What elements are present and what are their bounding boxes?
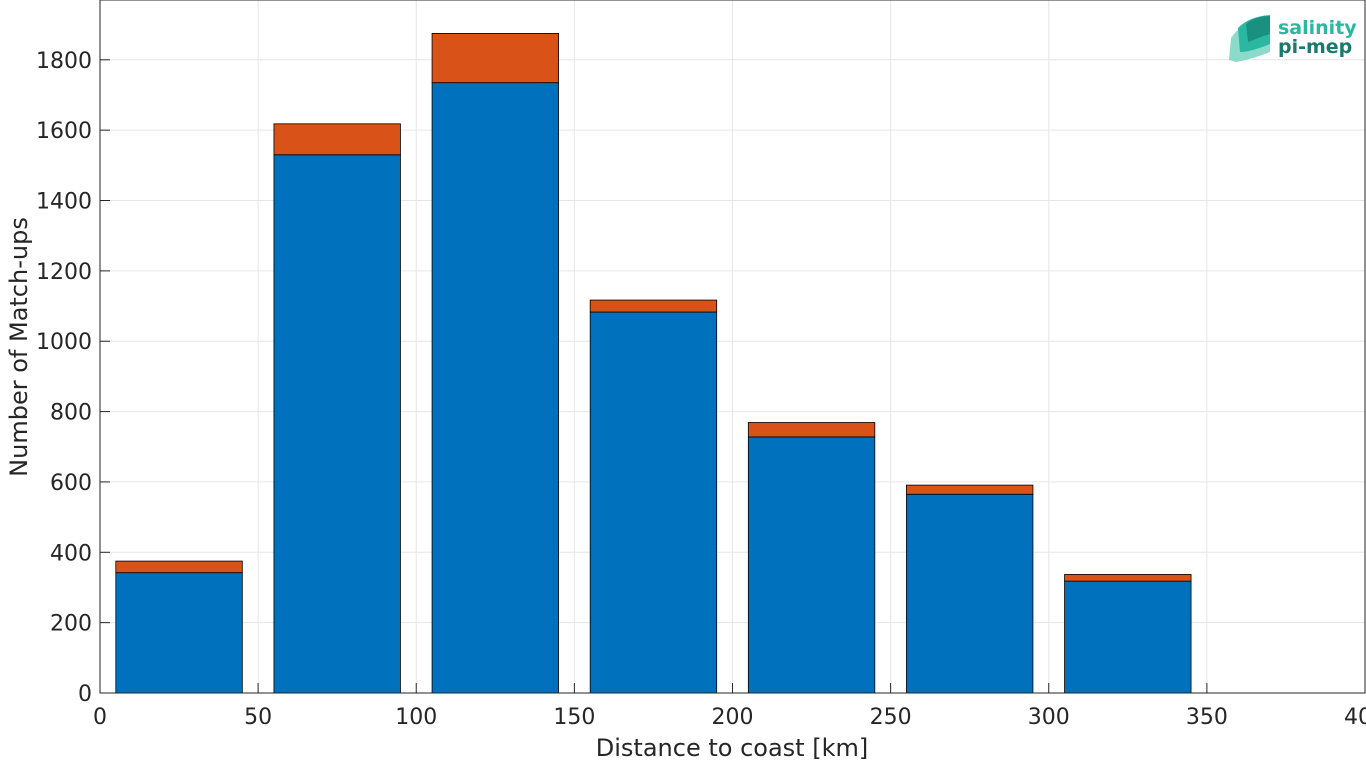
y-tick-label: 1400 — [36, 190, 92, 215]
bars — [115, 33, 1192, 694]
bar-series-1-bin-4 — [589, 311, 718, 694]
y-tick-label: 0 — [78, 682, 92, 707]
bar-series-1-bin-1 — [115, 572, 243, 694]
x-tick-label: 200 — [712, 705, 754, 730]
bar-series-2-bin-3 — [431, 33, 559, 84]
bar-series-1-bin-7 — [1064, 580, 1192, 694]
y-axis-label: Number of Match-ups — [5, 217, 33, 477]
y-axis-ticks: 0 200 400 600 800 1000 1200 1400 1600 1800 — [36, 49, 110, 707]
x-tick-label: 300 — [1028, 705, 1070, 730]
bar-series-1-bin-6 — [906, 493, 1034, 694]
x-axis-ticks: 0 50 100 150 200 250 300 350 400 — [93, 683, 1366, 730]
x-tick-label: 100 — [395, 705, 437, 730]
logo-text-pi-mep: pi-mep — [1278, 36, 1352, 58]
y-tick-label: 1800 — [36, 49, 92, 74]
y-tick-label: 600 — [50, 471, 92, 496]
y-tick-label: 1200 — [36, 260, 92, 285]
x-tick-label: 350 — [1186, 705, 1228, 730]
x-tick-label: 250 — [870, 705, 912, 730]
x-tick-label: 0 — [93, 705, 107, 730]
salinity-pi-mep-logo: salinity pi-mep — [1229, 15, 1357, 62]
x-tick-label: 400 — [1344, 705, 1366, 730]
y-tick-label: 1000 — [36, 330, 92, 355]
y-tick-label: 1600 — [36, 119, 92, 144]
bar-series-1-bin-2 — [273, 154, 401, 694]
y-tick-label: 200 — [50, 612, 92, 637]
x-axis-label: Distance to coast [km] — [596, 734, 868, 761]
y-tick-label: 400 — [50, 541, 92, 566]
bar-series-2-bin-1 — [115, 560, 243, 574]
bar-series-1-bin-3 — [431, 82, 559, 694]
bar-series-2-bin-7 — [1064, 574, 1192, 582]
x-tick-label: 150 — [553, 705, 595, 730]
bar-series-1-bin-5 — [747, 436, 876, 694]
bar-series-2-bin-4 — [589, 299, 718, 313]
bar-series-2-bin-6 — [906, 484, 1034, 495]
logo-wave-icon — [1229, 15, 1270, 62]
bar-series-2-bin-5 — [747, 422, 876, 438]
logo-text-salinity: salinity — [1278, 17, 1357, 39]
bar-series-2-bin-2 — [273, 123, 401, 156]
y-tick-label: 800 — [50, 401, 92, 426]
x-tick-label: 50 — [244, 705, 272, 730]
